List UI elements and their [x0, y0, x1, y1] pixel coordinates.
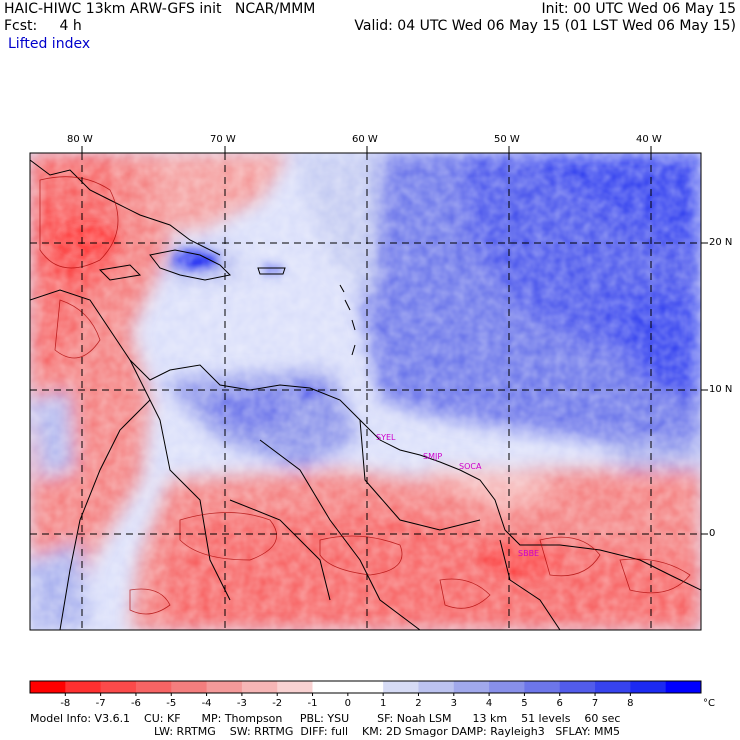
- station-label: SMJP: [423, 452, 442, 461]
- station-label: SBBE: [518, 549, 539, 558]
- init-time: Init: 00 UTC Wed 06 May 15: [541, 1, 736, 17]
- lat-label: 10 N: [709, 384, 733, 395]
- station-label: SYEL: [376, 433, 396, 442]
- forecast-hour: Fcst: 4 h: [4, 18, 82, 34]
- lon-label: 40 W: [636, 134, 662, 145]
- lon-label: 50 W: [494, 134, 520, 145]
- lon-label: 60 W: [352, 134, 378, 145]
- physics-info-line: LW: RRTMG SW: RRTMG DIFF: full KM: 2D Sm…: [154, 725, 620, 738]
- model-title: HAIC-HIWC 13km ARW-GFS init NCAR/MMM: [4, 1, 316, 17]
- lat-label: 20 N: [709, 237, 733, 248]
- field-name: Lifted index: [8, 36, 91, 52]
- station-label: SOCA: [459, 462, 482, 471]
- valid-time: Valid: 04 UTC Wed 06 May 15 (01 LST Wed …: [354, 18, 736, 34]
- model-info-line: Model Info: V3.6.1 CU: KF MP: Thompson P…: [30, 712, 621, 725]
- lon-label: 80 W: [67, 134, 93, 145]
- lon-label: 70 W: [210, 134, 236, 145]
- lat-label: 0: [709, 528, 716, 539]
